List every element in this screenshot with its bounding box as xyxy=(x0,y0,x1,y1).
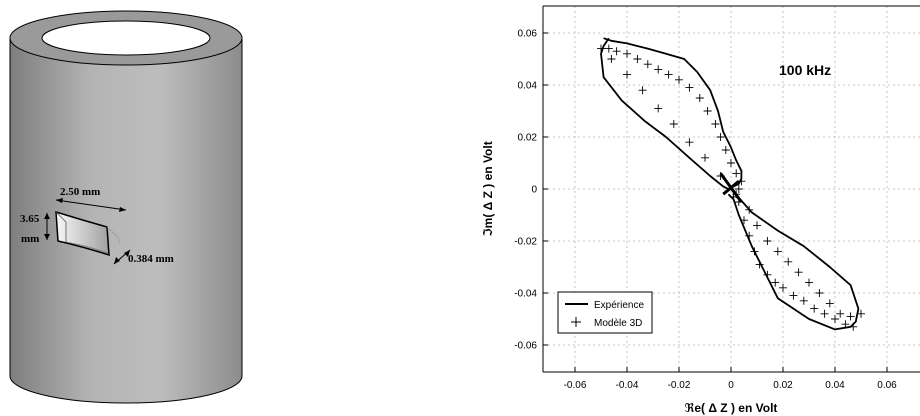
model-point xyxy=(727,159,735,167)
x-tick-label: 0.06 xyxy=(877,380,897,391)
model-point xyxy=(669,120,678,128)
depth-dimension: 0.384 mm xyxy=(113,249,174,265)
y-tick-label: -0.06 xyxy=(514,341,537,352)
model-point xyxy=(695,94,704,102)
legend-label-experience: Expérience xyxy=(594,300,644,311)
x-tick-label: 0.02 xyxy=(773,380,793,391)
model-point xyxy=(607,55,616,63)
model-point xyxy=(750,247,759,256)
x-tick-label: -0.06 xyxy=(564,380,587,391)
model-point xyxy=(597,44,605,53)
model-point xyxy=(784,257,793,266)
model-point xyxy=(836,309,845,318)
model-point xyxy=(685,138,694,147)
model-point xyxy=(633,55,642,63)
model-point xyxy=(729,192,738,201)
model-point xyxy=(737,177,746,186)
y-tick-label: -0.04 xyxy=(514,289,537,300)
y-tick-label: 0.06 xyxy=(518,29,538,40)
width-label: 2.50 mm xyxy=(60,186,100,198)
model-point xyxy=(849,322,858,331)
model-point xyxy=(763,237,772,245)
y-axis-label: ℑm( Δ Z ) en Volt xyxy=(481,141,495,236)
x-tick-label: 0.04 xyxy=(825,380,845,391)
model-point xyxy=(732,169,741,178)
legend-label-model: Modèle 3D xyxy=(594,318,642,329)
model-point xyxy=(664,70,673,79)
model-point xyxy=(810,304,819,313)
model-point xyxy=(771,278,780,287)
model-point xyxy=(654,104,663,113)
model-point xyxy=(643,60,652,69)
model-point xyxy=(825,299,834,308)
model-point xyxy=(794,268,803,277)
y-tick-label: 0.04 xyxy=(518,81,538,92)
model-point xyxy=(685,83,694,92)
tube-illustration: 2.50 mm 3.65 mm 0.384 mm xyxy=(9,10,243,404)
legend-box xyxy=(557,291,653,334)
width-dimension: 2.50 mm xyxy=(55,186,127,212)
model-point xyxy=(740,216,748,225)
y-tick-label: -0.02 xyxy=(514,237,537,248)
model-point xyxy=(799,296,808,305)
x-axis-label: ℜe( Δ Z ) en Volt xyxy=(685,401,778,415)
model-point xyxy=(734,185,743,193)
model-point xyxy=(779,283,787,292)
model-point xyxy=(820,309,829,318)
height-dimension: 3.65 mm xyxy=(20,213,50,245)
model-point xyxy=(753,221,761,230)
x-tick-label: 0 xyxy=(728,380,734,391)
model-point xyxy=(654,65,663,74)
model-point xyxy=(745,205,754,214)
height-label-2: mm xyxy=(21,233,39,245)
model-point xyxy=(734,198,743,206)
model-point xyxy=(763,270,772,279)
model-point xyxy=(612,47,621,56)
model-point xyxy=(711,120,720,128)
y-tick-label: 0 xyxy=(531,185,537,196)
model-point xyxy=(846,312,855,321)
model-point xyxy=(623,70,631,79)
experience-center-cluster xyxy=(719,172,743,203)
model-point xyxy=(773,247,782,256)
model-point xyxy=(701,153,709,162)
model-point xyxy=(623,49,631,58)
height-label-1: 3.65 xyxy=(20,213,40,225)
model-point xyxy=(745,231,754,240)
model-point xyxy=(755,260,764,269)
y-tick-label: 0.02 xyxy=(518,133,538,144)
tube-inner-opening xyxy=(41,20,211,56)
ticks: -0.06 -0.04 -0.02 0 0.02 0.04 0.06 0.06 0.04 0.02… xyxy=(514,29,897,392)
model-point xyxy=(857,309,865,318)
model-point xyxy=(831,315,839,323)
legend-plus-symbol xyxy=(571,317,581,327)
chart: -0.06 -0.04 -0.02 0 0.02 0.04 0.06 0.06 0.04 0.02… xyxy=(481,5,920,415)
model-point xyxy=(789,291,798,300)
model-point xyxy=(841,320,850,329)
x-tick-label: -0.04 xyxy=(616,380,639,391)
model-point xyxy=(716,133,725,141)
series xyxy=(597,37,865,331)
model-point xyxy=(604,44,613,53)
model-point xyxy=(638,86,647,95)
flaw xyxy=(55,210,121,257)
model-point xyxy=(721,146,730,154)
model-point xyxy=(815,289,824,297)
depth-label: 0.384 mm xyxy=(128,253,174,265)
model-point xyxy=(675,75,683,84)
model-point xyxy=(703,107,712,115)
model-point xyxy=(716,172,725,180)
frequency-annotation: 100 kHz xyxy=(779,62,831,78)
legend: Expérience Modèle 3D xyxy=(557,291,653,334)
x-tick-label: -0.02 xyxy=(668,380,691,391)
tube-body xyxy=(9,37,243,404)
model-point xyxy=(805,278,813,287)
